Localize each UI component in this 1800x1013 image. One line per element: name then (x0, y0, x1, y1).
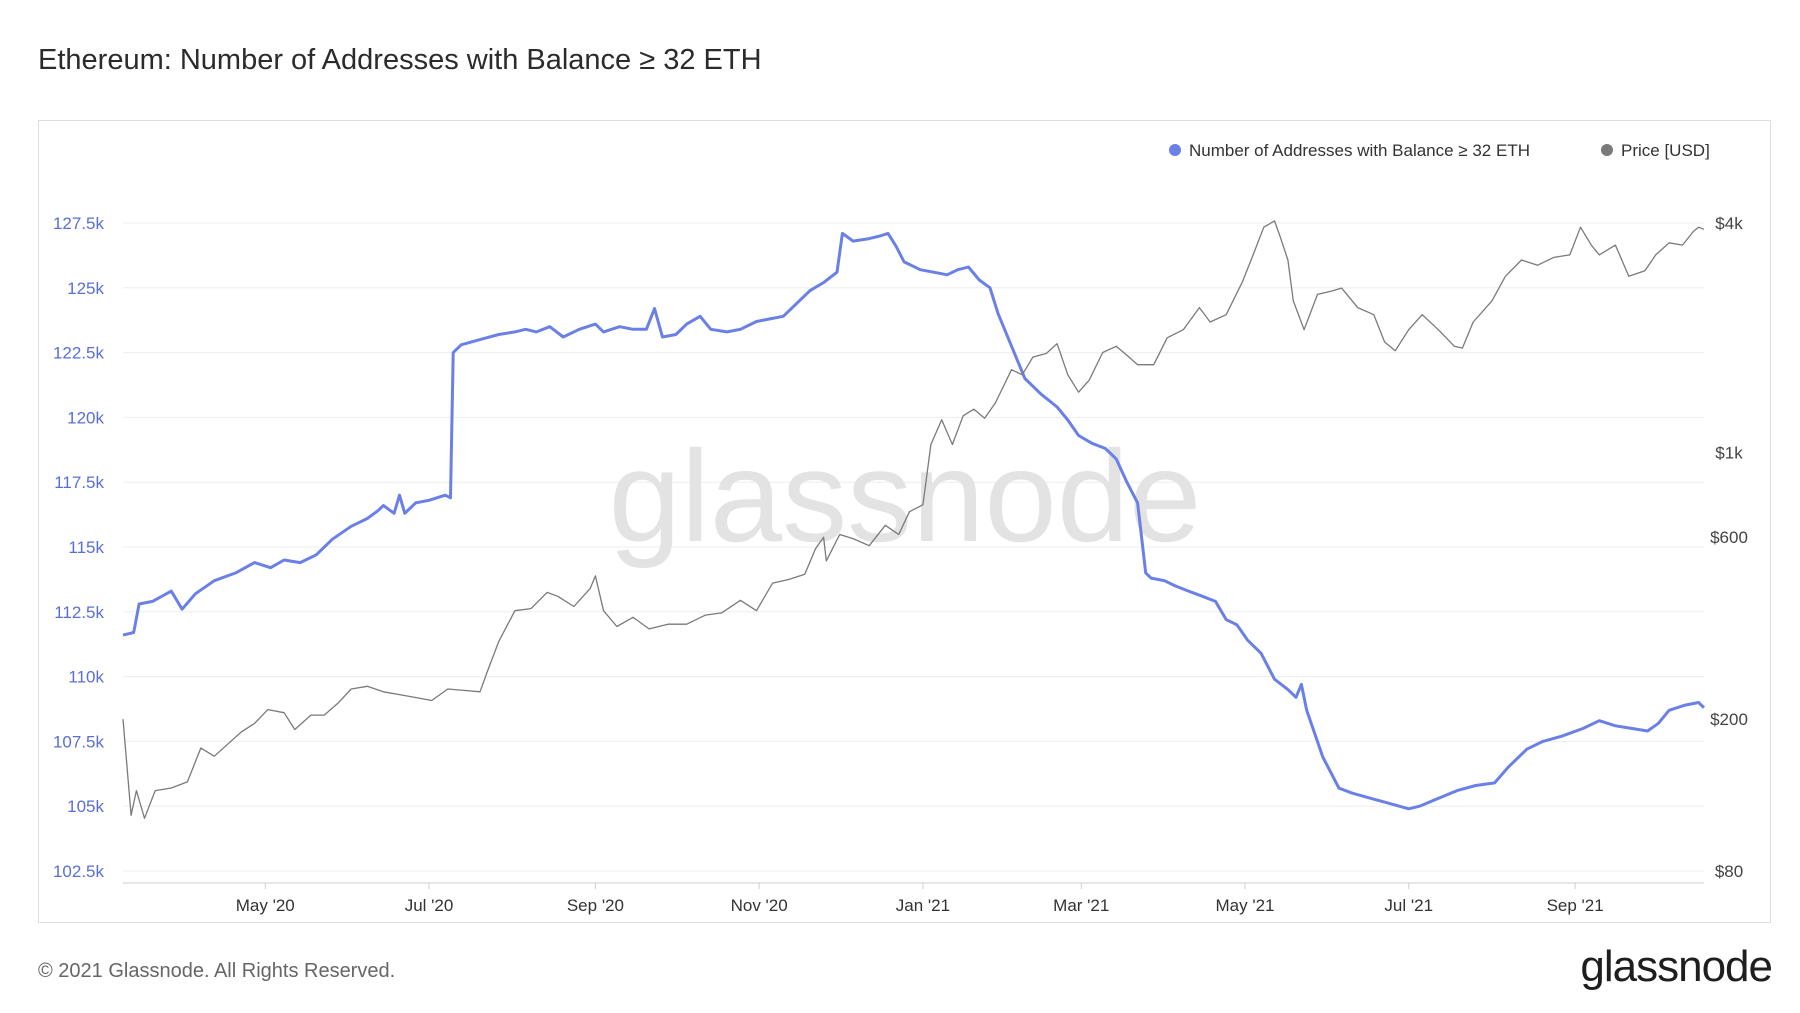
chart-panel: 102.5k 105k 107.5k 110k 112.5k 115k 117.5k 120k… (38, 120, 1771, 923)
series-line-addresses (122, 231, 1706, 811)
x-tick-label: Sep '21 (1547, 896, 1604, 915)
legend-marker-addresses (1169, 144, 1181, 156)
x-tick-label: Mar '21 (1053, 896, 1109, 915)
y-right-tick-label: $600 (1710, 528, 1748, 547)
series-line-price (122, 220, 1705, 819)
x-tick-label: Sep '20 (567, 896, 624, 915)
y-right-tick-label: $4k (1715, 214, 1743, 233)
y-left-tick-label: 117.5k (54, 473, 104, 492)
y-left-tick-label: 125k (67, 279, 104, 298)
x-tick-label: May '20 (236, 896, 295, 915)
y-left-tick-label: 102.5k (53, 862, 105, 881)
y-left-tick-label: 105k (67, 797, 104, 816)
y-left-tick-label: 115k (68, 538, 104, 557)
y-left-tick-label: 122.5k (53, 344, 105, 363)
y-left-tick-label: 110k (68, 668, 104, 687)
brand-logo: glassnode (1580, 942, 1773, 991)
y-left-tick-label: 112.5k (54, 603, 104, 622)
x-tick-label: Jul '21 (1384, 896, 1433, 915)
y-right-tick-label: $200 (1710, 710, 1748, 729)
y-left-tick-label: 107.5k (53, 732, 105, 751)
x-tick-label: Jul '20 (405, 896, 454, 915)
page-title: Ethereum: Number of Addresses with Balan… (38, 44, 762, 76)
legend-marker-price (1601, 144, 1613, 156)
x-tick-label: May '21 (1216, 896, 1275, 915)
x-tick-label: Jan '21 (896, 896, 950, 915)
legend-label-price: Price [USD] (1621, 141, 1710, 160)
y-right-tick-label: $80 (1715, 862, 1743, 881)
watermark-logo: glassnode (609, 423, 1202, 569)
y-left-tick-label: 127.5k (53, 214, 105, 233)
x-tick-label: Nov '20 (731, 896, 788, 915)
y-left-tick-label: 120k (67, 408, 104, 427)
y-right-tick-label: $1k (1715, 444, 1743, 463)
legend-label-addresses: Number of Addresses with Balance ≥ 32 ET… (1189, 141, 1530, 160)
copyright-text: © 2021 Glassnode. All Rights Reserved. (38, 960, 396, 982)
chart[interactable]: 102.5k 105k 107.5k 110k 112.5k 115k 117.5k 120k… (39, 121, 1772, 924)
